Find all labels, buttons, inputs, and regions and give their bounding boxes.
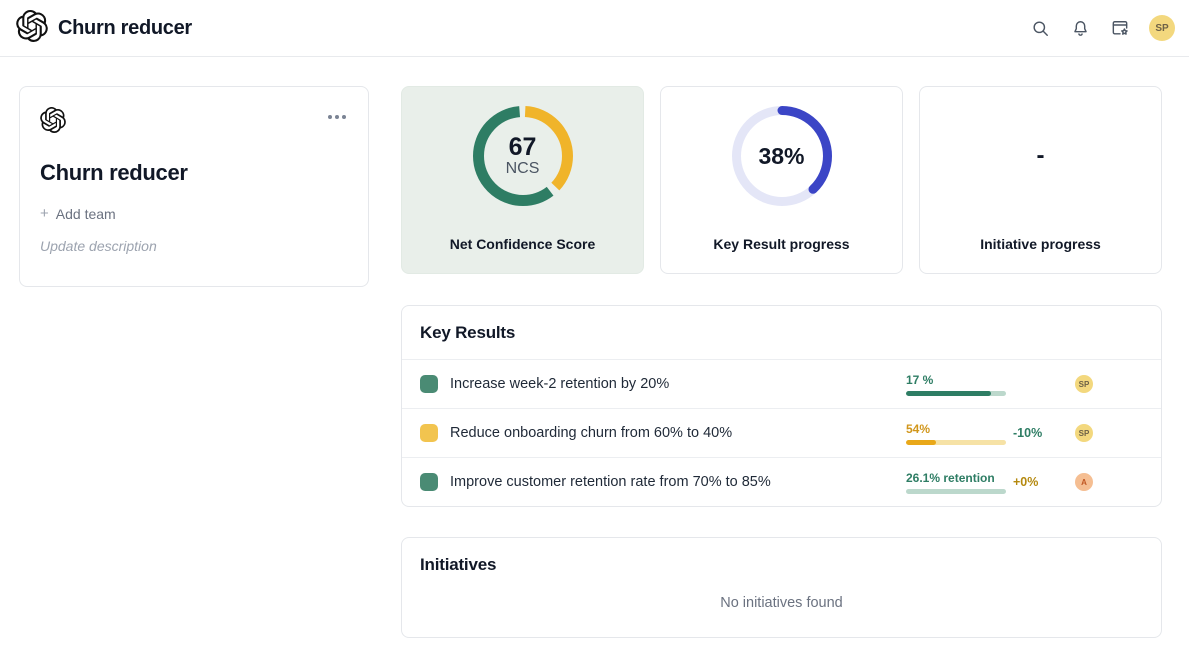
add-team-label: Add team [55,205,116,222]
search-button[interactable] [1025,13,1055,43]
ncs-card[interactable]: 67 NCS Net Confidence Score [401,86,644,274]
objective-title: Churn reducer [40,160,188,185]
key-result-name: Reduce onboarding churn from 60% to 40% [450,425,733,441]
more-menu-button[interactable] [326,107,348,127]
key-result-name: Improve customer retention rate from 70%… [450,474,771,490]
key-result-progress-card[interactable]: 38% Key Result progress [660,86,903,274]
progress-bar [906,488,1006,494]
ncs-unit: NCS [505,159,540,177]
delta-badge: -10% [1013,426,1043,440]
plus-icon: + [40,205,49,222]
initiative-progress-label: Initiative progress [980,236,1101,252]
initiative-progress-card[interactable]: - Initiative progress [919,86,1162,274]
key-result-progress: 17 % [906,373,1006,396]
key-results-title: Key Results [420,323,516,342]
owner-avatar[interactable]: A [1075,473,1093,491]
openai-logo [16,9,48,47]
add-team-button[interactable]: + Add team [40,205,116,222]
key-result-row[interactable]: Improve customer retention rate from 70%… [402,457,1161,506]
ncs-value: 67 [508,133,537,162]
app-title: Churn reducer [58,16,192,39]
app-header: Churn reducer SP [0,0,1189,57]
key-result-progress-label: Key Result progress [713,236,850,252]
user-avatar[interactable]: SP [1149,15,1175,41]
whiteboards-button[interactable] [1105,13,1135,43]
key-result-row[interactable]: Reduce onboarding churn from 60% to 40% … [402,408,1161,457]
owner-avatar[interactable]: SP [1075,424,1093,442]
search-icon [1031,19,1050,38]
bell-icon [1071,19,1090,38]
objective-logo [40,107,66,138]
delta-badge: +0% [1013,475,1039,489]
progress-bar [906,439,1006,445]
left-column: Churn reducer + Add team Update descript… [19,86,369,638]
notifications-button[interactable] [1065,13,1095,43]
key-result-status-icon [420,424,438,442]
key-result-status-icon [420,473,438,491]
key-result-status-icon [420,375,438,393]
key-results-panel: Key Results Increase week-2 retention by… [401,305,1162,507]
progress-value-label: 54% [906,421,931,436]
objective-card: Churn reducer + Add team Update descript… [19,86,369,287]
key-result-progress: 26.1% retention [906,471,1006,494]
description-placeholder[interactable]: Update description [40,238,157,254]
right-column: 67 NCS Net Confidence Score 38% Key Resu… [401,86,1162,638]
progress-value-label: 26.1% retention [906,470,995,485]
metric-cards-row: 67 NCS Net Confidence Score 38% Key Resu… [401,86,1162,274]
initiatives-empty-message: No initiatives found [720,595,843,611]
key-result-progress: 54% [906,422,1006,445]
owner-avatar[interactable]: SP [1075,375,1093,393]
ellipsis-icon [328,115,332,119]
progress-value-label: 17 % [906,372,934,387]
key-result-name: Increase week-2 retention by 20% [450,376,670,392]
initiative-progress-value: - [1036,142,1045,169]
ncs-label: Net Confidence Score [449,236,596,252]
progress-bar [906,390,1006,396]
key-result-progress-value: 38% [758,142,805,169]
window-star-icon [1110,18,1130,38]
initiatives-title: Initiatives [420,555,497,574]
initiatives-panel: Initiatives No initiatives found [401,537,1162,638]
key-result-row[interactable]: Increase week-2 retention by 20% 17 % SP [402,359,1161,408]
ncs-donut-chart [472,106,573,211]
key-result-donut-chart [731,106,832,211]
main-content: Churn reducer + Add team Update descript… [0,57,1189,638]
